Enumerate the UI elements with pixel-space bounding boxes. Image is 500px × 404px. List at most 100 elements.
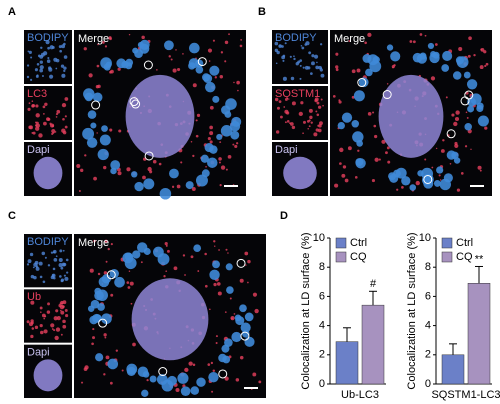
channel-label: Dapi: [27, 144, 50, 156]
red-dot: [92, 336, 96, 340]
lipid-droplet: [196, 377, 206, 387]
red-dot: [146, 379, 149, 382]
red-dot: [84, 365, 89, 370]
signal-dot: [274, 97, 279, 102]
colocalization-ring: [144, 151, 154, 161]
red-dot: [105, 260, 108, 263]
red-dot: [367, 112, 372, 116]
red-dot: [385, 151, 388, 155]
red-dot: [218, 249, 220, 251]
red-dot: [419, 33, 423, 36]
y-axis-label: Colocalization at LD surface (%): [300, 232, 312, 389]
signal-dot: [59, 309, 62, 312]
lipid-droplet: [180, 386, 191, 397]
channel-label: SQSTM1: [275, 88, 320, 100]
channel-label: BODIPY: [275, 32, 317, 44]
signal-dot: [44, 102, 48, 107]
signal-dot: [299, 77, 302, 80]
y-tick-label: 4: [319, 320, 325, 332]
colocalization-ring: [423, 174, 433, 184]
signal-dot: [60, 64, 65, 68]
channel-image: [24, 289, 72, 343]
signal-dot: [310, 72, 313, 75]
lipid-droplet: [244, 336, 255, 347]
lipid-droplet: [134, 181, 144, 192]
red-dot: [247, 281, 249, 284]
signal-dot: [55, 255, 58, 258]
signal-dot: [62, 305, 65, 309]
red-dot: [195, 134, 199, 138]
signal-dot: [39, 330, 44, 335]
red-dot: [175, 49, 177, 51]
signal-dot: [293, 55, 295, 58]
red-dot: [126, 167, 131, 172]
lipid-droplet: [195, 65, 204, 74]
signal-dot: [29, 125, 33, 130]
lipid-droplet: [193, 244, 202, 253]
lipid-droplet: [240, 322, 251, 333]
red-dot: [209, 140, 213, 144]
red-dot: [378, 158, 381, 161]
red-dot: [140, 261, 143, 264]
signal-dot: [279, 44, 281, 47]
red-dot: [438, 174, 441, 177]
red-dot: [195, 119, 198, 122]
colocalization-ring: [158, 367, 168, 377]
signal-dot: [300, 101, 304, 105]
signal-dot: [299, 64, 302, 67]
signal-dot: [290, 122, 294, 126]
signal-dot: [304, 65, 309, 70]
lipid-droplet: [466, 79, 478, 90]
red-dot: [247, 259, 251, 264]
x-category-label: Ub-LC3: [341, 389, 379, 401]
legend-swatch: [335, 251, 347, 263]
signal-dot: [275, 62, 278, 65]
lipid-droplet: [132, 250, 141, 259]
signal-dot: [42, 105, 46, 109]
signal-dot: [39, 54, 44, 59]
lipid-droplet: [142, 371, 150, 378]
red-dot: [445, 96, 448, 99]
legend-label: CQ: [456, 251, 473, 263]
red-dot: [109, 70, 112, 74]
y-tick-label: 2: [319, 349, 325, 361]
lipid-droplet: [230, 130, 240, 140]
signal-dot: [316, 61, 318, 64]
signal-dot: [280, 115, 283, 119]
red-dot: [184, 367, 189, 373]
red-dot: [110, 243, 113, 246]
lipid-droplet: [442, 50, 453, 61]
lipid-droplet: [441, 64, 450, 72]
signal-dot: [27, 259, 32, 264]
red-dot: [484, 64, 487, 68]
signal-dot: [43, 121, 47, 126]
red-dot: [373, 124, 377, 128]
colocalization-ring: [218, 369, 228, 379]
red-dot: [236, 142, 239, 145]
signal-dot: [59, 49, 62, 53]
signal-dot: [39, 324, 43, 328]
red-dot: [239, 278, 244, 283]
colocalization-ring: [382, 90, 392, 100]
red-dot: [356, 68, 361, 73]
lipid-droplet: [200, 154, 209, 163]
red-dot: [95, 85, 100, 89]
red-dot: [347, 146, 352, 151]
signal-dot: [36, 74, 39, 77]
lipid-droplet: [220, 125, 233, 137]
signal-dot: [66, 271, 69, 274]
signal-dot: [62, 262, 67, 267]
red-dot: [224, 40, 229, 45]
signal-dot: [60, 278, 65, 282]
red-dot: [104, 239, 108, 243]
y-tick-label: 6: [319, 290, 325, 302]
signal-dot: [39, 60, 43, 64]
signal-dot: [60, 310, 65, 315]
signal-dot: [50, 251, 54, 254]
red-dot: [170, 58, 173, 61]
signal-dot: [28, 50, 32, 54]
lipid-droplet: [225, 263, 233, 271]
channel-image: [24, 234, 72, 288]
red-dot: [479, 169, 482, 172]
red-dot: [351, 69, 356, 74]
